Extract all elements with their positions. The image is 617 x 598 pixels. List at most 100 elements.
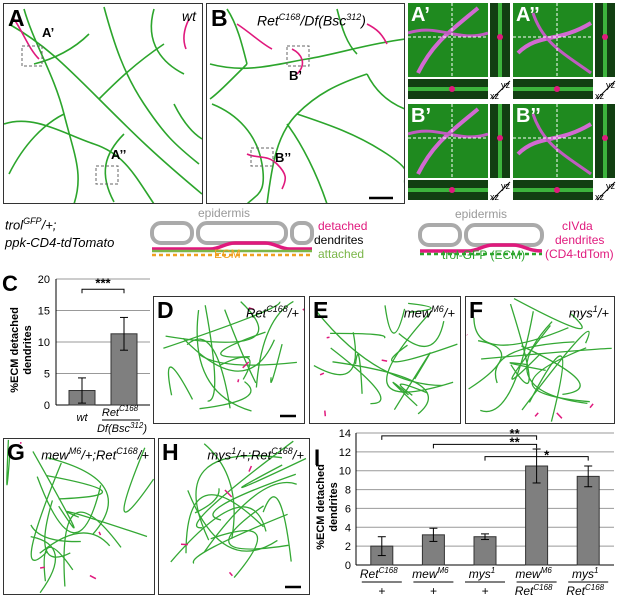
axis-tag-divider	[596, 181, 616, 201]
dendrite-branch	[521, 345, 581, 396]
left-ecm-label: ECM	[214, 247, 241, 261]
dendrite-branch	[241, 457, 307, 489]
panel-genotype: mewM6/+;RetC168/+	[41, 446, 149, 463]
dendrite-branch	[185, 494, 264, 554]
dendrite-branch	[354, 353, 363, 394]
detached-segment	[319, 372, 325, 376]
x-tick-label-bottom: +	[430, 584, 437, 598]
zoom-yz-strip	[490, 104, 510, 178]
panel-i-label: I	[314, 445, 320, 470]
axis-tag-divider	[491, 181, 511, 201]
detached-segment	[39, 566, 45, 569]
inset-box-b1	[286, 45, 310, 67]
dendrite-branch	[32, 451, 75, 529]
panel-label: F	[469, 297, 484, 323]
xz-dendrite	[554, 86, 560, 92]
yz-dendrite	[602, 135, 608, 141]
zoom-xy-svg	[513, 3, 593, 77]
detached-segment	[237, 379, 240, 383]
dendrite-branch	[203, 443, 235, 539]
panel-d-image: D RetC168/+	[153, 296, 305, 424]
inset-box-a1	[21, 45, 43, 67]
dendrite-branch	[228, 505, 289, 550]
inset-b2-label: B’’	[275, 150, 292, 165]
zoom-xy-view	[513, 3, 593, 77]
zoom-panel-4: B’’ yz xz	[513, 104, 617, 202]
y-tick-label: 20	[38, 274, 50, 286]
left-detached-label: detached	[318, 219, 368, 233]
dendrite-branch	[46, 474, 103, 500]
panel-genotype: mewM6/+	[403, 304, 455, 321]
dendrite-branch	[165, 301, 260, 343]
inset-a2-label: A’’	[111, 147, 127, 162]
zoom-panel-label: B’’	[516, 105, 541, 127]
detached-segment	[242, 361, 250, 369]
left-attached-label: attached	[318, 247, 365, 261]
y-tick-label: 8	[345, 485, 351, 497]
xz-ecm	[513, 87, 593, 91]
significance-label: **	[510, 434, 521, 449]
y-tick-label: 2	[345, 541, 351, 553]
dendrite-branch	[526, 321, 588, 405]
dendrite-branch	[43, 546, 74, 582]
y-axis-label-line1: %ECM detached	[315, 464, 327, 550]
y-tick-label: 14	[339, 428, 351, 440]
significance-label: **	[510, 426, 521, 441]
dendrite-branch	[187, 490, 278, 552]
dendrite-branch	[66, 510, 148, 538]
x-tick-label-bottom: RetC168	[566, 583, 604, 598]
y-tick-label: 0	[345, 560, 351, 572]
y-axis-label: %ECM detacheddendrites	[9, 307, 34, 393]
dendrite-branch	[513, 298, 583, 330]
xz-label: xz	[595, 192, 605, 202]
yz-dendrite	[602, 34, 608, 40]
y-axis-label-line2: dendrites	[22, 325, 34, 375]
bar	[473, 536, 497, 566]
zoom-dendrite	[416, 6, 480, 74]
dendrite-branch	[481, 347, 612, 360]
significance-bracket	[432, 443, 538, 449]
dendrite-branch	[6, 439, 11, 486]
xz-label: xz	[490, 91, 500, 101]
detached-segment	[98, 531, 102, 536]
panel-genotype: mys1/+	[568, 304, 609, 321]
y-axis-label-line1: %ECM detached	[9, 307, 21, 393]
dendrite-branch	[39, 532, 111, 554]
right-epidermis-label: epidermis	[455, 207, 508, 221]
x-tick-label: wt	[77, 412, 89, 424]
zoom-xy-svg	[408, 104, 488, 178]
dendrite-branch	[521, 330, 590, 411]
dendrite-branch	[330, 332, 386, 339]
detached-segment	[89, 574, 97, 580]
panel-b-image: B RetC168/Df(Bsc312) B’ B’’	[206, 3, 405, 204]
zoom-panel-label: B’	[411, 105, 431, 127]
y-tick-label: 6	[345, 503, 351, 515]
x-tick-label-top: mys1	[469, 566, 495, 581]
panel-b-dendrites	[209, 8, 404, 203]
right-civda-label: cIVda	[562, 219, 593, 233]
right-tdtom-label: (CD4-tdTom)	[545, 247, 614, 261]
zoom-yz-strip	[490, 3, 510, 77]
xz-dendrite	[449, 86, 455, 92]
legend-genotype-line2: ppk-CD4-tdTomato	[5, 235, 115, 251]
dendrite-branch	[210, 530, 259, 579]
zoom-dendrite-2	[531, 113, 592, 176]
zoom-xz-strip	[408, 79, 488, 99]
y-tick-label: 4	[345, 522, 351, 534]
dendrite-branch	[332, 361, 429, 415]
bar	[576, 475, 600, 566]
panel-label: H	[162, 439, 179, 465]
panel-label: D	[157, 297, 174, 323]
y-tick-label: 10	[38, 337, 50, 349]
dendrite-branch	[494, 341, 575, 384]
dendrite-image	[313, 302, 458, 417]
significance-bracket	[81, 288, 125, 294]
detached-segment	[248, 307, 254, 311]
dendrite-branch	[203, 481, 297, 553]
panel-a-label: A	[8, 5, 25, 31]
dendrite-branch	[408, 302, 432, 313]
